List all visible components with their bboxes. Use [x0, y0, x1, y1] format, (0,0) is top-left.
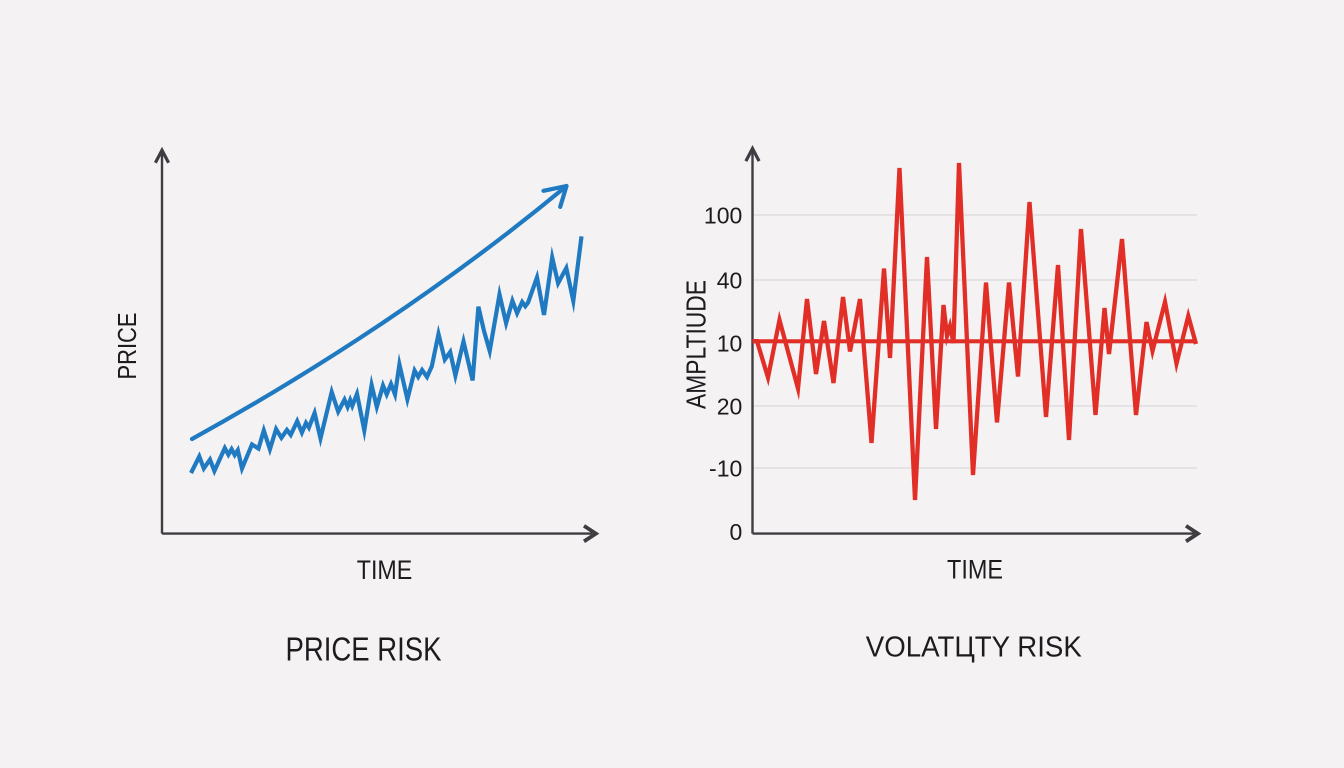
svg-text:40: 40: [717, 268, 743, 294]
svg-text:PRICE: PRICE: [112, 313, 142, 380]
svg-text:AMPLTIUDE: AMPLTIUDE: [681, 280, 712, 409]
svg-text:20: 20: [717, 394, 743, 420]
svg-text:VOLATЦTY RISK: VOLATЦTY RISK: [866, 632, 1083, 664]
svg-text:100: 100: [704, 202, 742, 228]
svg-text:0: 0: [730, 519, 743, 545]
svg-text:TIME: TIME: [357, 555, 413, 585]
svg-text:-10: -10: [709, 455, 742, 481]
svg-text:TIME: TIME: [947, 555, 1003, 585]
svg-text:PRICE RISK: PRICE RISK: [286, 631, 442, 668]
svg-text:10: 10: [717, 330, 743, 356]
